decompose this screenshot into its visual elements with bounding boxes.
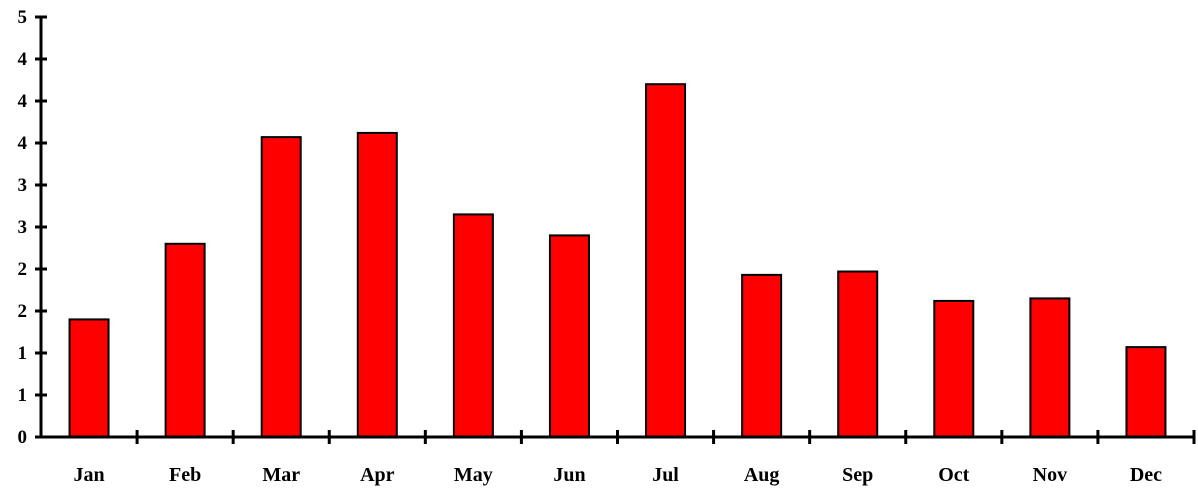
y-tick-label: 4 [18,133,28,154]
y-tick-label: 1 [18,385,28,406]
y-tick-label: 3 [18,217,28,238]
x-tick-label-jun: Jun [553,464,585,486]
x-tick-label-oct: Oct [938,464,969,486]
y-tick-label: 3 [18,175,28,196]
bar-sep [837,270,879,438]
bar-nov [1029,297,1071,438]
bar-feb [164,242,206,438]
bar-jan [68,318,110,438]
x-tick-label-aug: Aug [744,464,780,486]
bar-oct [933,299,975,439]
x-tick-label-mar: Mar [262,464,300,486]
y-tick-label: 1 [18,343,28,364]
x-tick-label-sep: Sep [842,464,873,486]
x-tick-label-apr: Apr [360,464,395,486]
bar-apr [356,131,398,438]
y-tick-label: 5 [18,7,28,28]
x-tick-label-feb: Feb [169,464,201,486]
y-tick-label: 2 [18,301,28,322]
bar-jun [548,234,590,438]
x-tick-label-dec: Dec [1130,464,1162,486]
x-tick-label-nov: Nov [1033,464,1067,486]
bar-aug [741,273,783,438]
x-tick-label-may: May [454,464,493,486]
y-tick-label: 4 [18,91,28,112]
x-tick-label-jul: Jul [652,464,679,486]
bar-mar [260,136,302,438]
x-tick-label-jan: Jan [73,464,104,486]
y-tick-label: 2 [18,259,28,280]
bar-may [452,213,494,438]
y-tick-label: 4 [18,49,28,70]
y-tick-label: 0 [18,427,28,448]
bar-jul [645,83,687,438]
bar-dec [1125,346,1167,438]
